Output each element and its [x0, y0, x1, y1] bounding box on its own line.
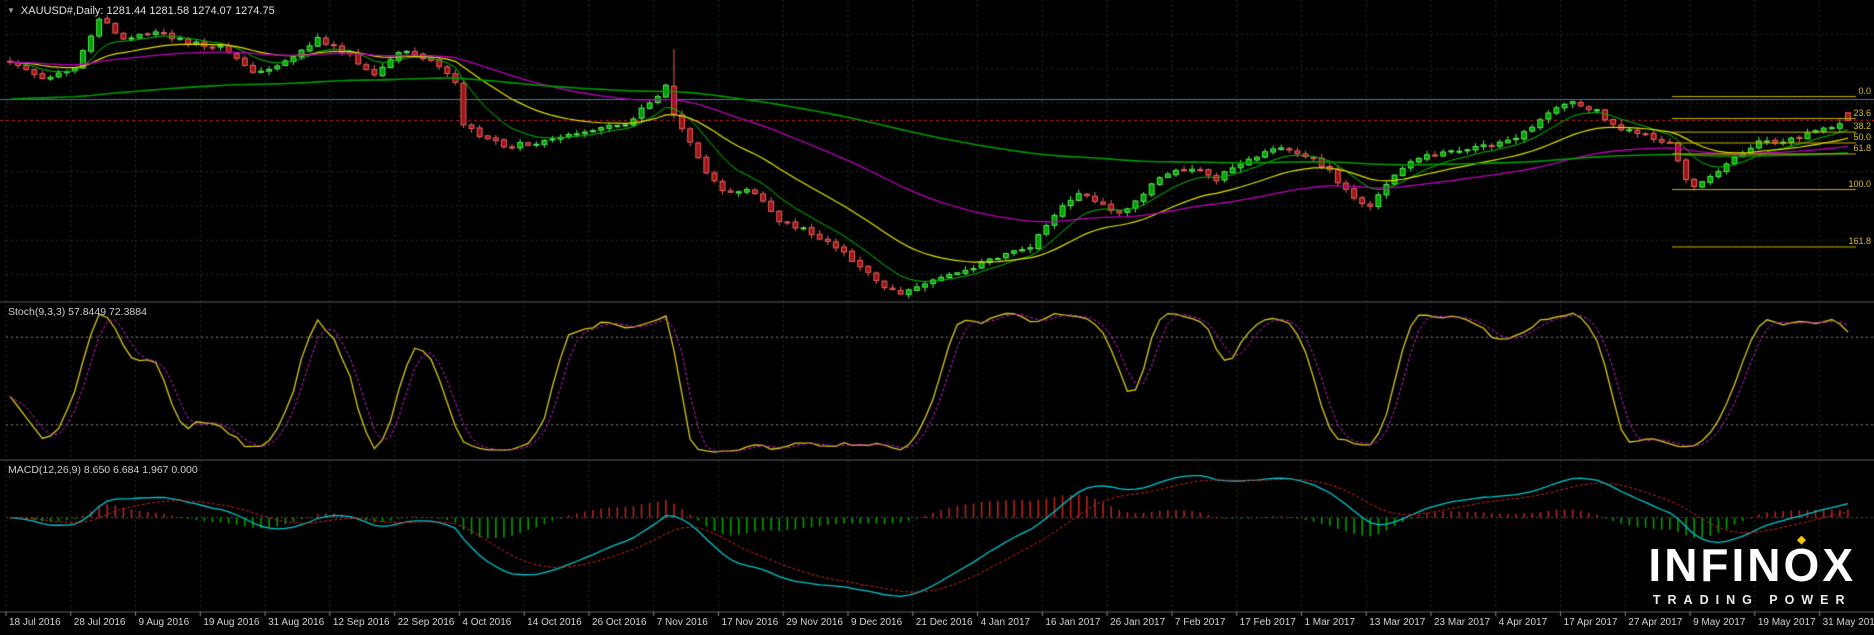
fib-level-label: 100.0 [1848, 178, 1871, 189]
date-label: 4 Oct 2016 [462, 617, 512, 628]
date-label: 31 May 2017 [1822, 617, 1874, 628]
fib-level-label: 0.0 [1858, 85, 1871, 96]
date-label: 29 Nov 2016 [786, 617, 843, 628]
date-label: 4 Jan 2017 [980, 617, 1031, 628]
logo-o-letter: O [1783, 539, 1823, 591]
date-label: 9 May 2017 [1693, 617, 1746, 628]
logo-wordmark: INFINO ◆ X [1648, 535, 1856, 591]
logo-tagline: TRADING POWER [1652, 593, 1852, 607]
date-label: 19 Aug 2016 [203, 617, 260, 628]
date-label: 26 Jan 2017 [1110, 617, 1166, 628]
chart-title-bar: ▼ XAUUSD#,Daily: 1281.44 1281.58 1274.07… [7, 5, 275, 17]
date-label: 9 Aug 2016 [138, 617, 190, 628]
date-label: 21 Dec 2016 [915, 617, 973, 628]
fib-level-label: 50.0 [1853, 131, 1871, 142]
date-label: 31 Aug 2016 [268, 617, 325, 628]
date-label: 16 Jan 2017 [1045, 617, 1101, 628]
macd-label: MACD(12,26,9) 8.650 6.684 1.967 0.000 [8, 464, 198, 476]
date-label: 4 Apr 2017 [1498, 617, 1548, 628]
diamond-icon: ◆ [1797, 534, 1809, 546]
date-label: 13 Mar 2017 [1369, 617, 1426, 628]
date-label: 12 Sep 2016 [332, 617, 390, 628]
date-label: 23 Mar 2017 [1433, 617, 1491, 628]
date-label: 19 May 2017 [1757, 617, 1816, 628]
date-label: 17 Apr 2017 [1563, 617, 1618, 628]
date-label: 14 Oct 2016 [527, 617, 582, 628]
infinox-logo: INFINO ◆ X TRADING POWER [1648, 535, 1856, 608]
fib-level-label: 23.6 [1853, 107, 1871, 118]
fib-level-label: 38.2 [1853, 121, 1871, 132]
date-label: 7 Feb 2017 [1174, 617, 1226, 628]
date-label: 17 Nov 2016 [721, 617, 779, 628]
fib-level-label: 61.8 [1853, 142, 1871, 153]
date-label: 27 Apr 2017 [1628, 617, 1683, 628]
date-label: 1 Mar 2017 [1304, 617, 1356, 628]
date-label: 18 Jul 2016 [9, 617, 61, 628]
logo-text-left: INFIN [1648, 539, 1784, 591]
logo-text-right: X [1822, 539, 1856, 591]
date-label: 26 Oct 2016 [591, 617, 647, 628]
logo-o: O ◆ [1783, 535, 1823, 591]
stochastic-label: Stoch(9,3,3) 57.8449 72.3884 [8, 306, 147, 318]
date-label: 22 Sep 2016 [397, 617, 455, 628]
chart-title: XAUUSD#,Daily: 1281.44 1281.58 1274.07 1… [20, 5, 275, 17]
date-label: 28 Jul 2016 [73, 617, 126, 628]
fib-level-label: 161.8 [1848, 235, 1871, 246]
date-label: 17 Feb 2017 [1239, 617, 1296, 628]
date-label: 7 Nov 2016 [656, 617, 708, 628]
date-label: 9 Dec 2016 [851, 617, 903, 628]
symbol-dropdown-icon[interactable]: ▼ [7, 6, 15, 15]
